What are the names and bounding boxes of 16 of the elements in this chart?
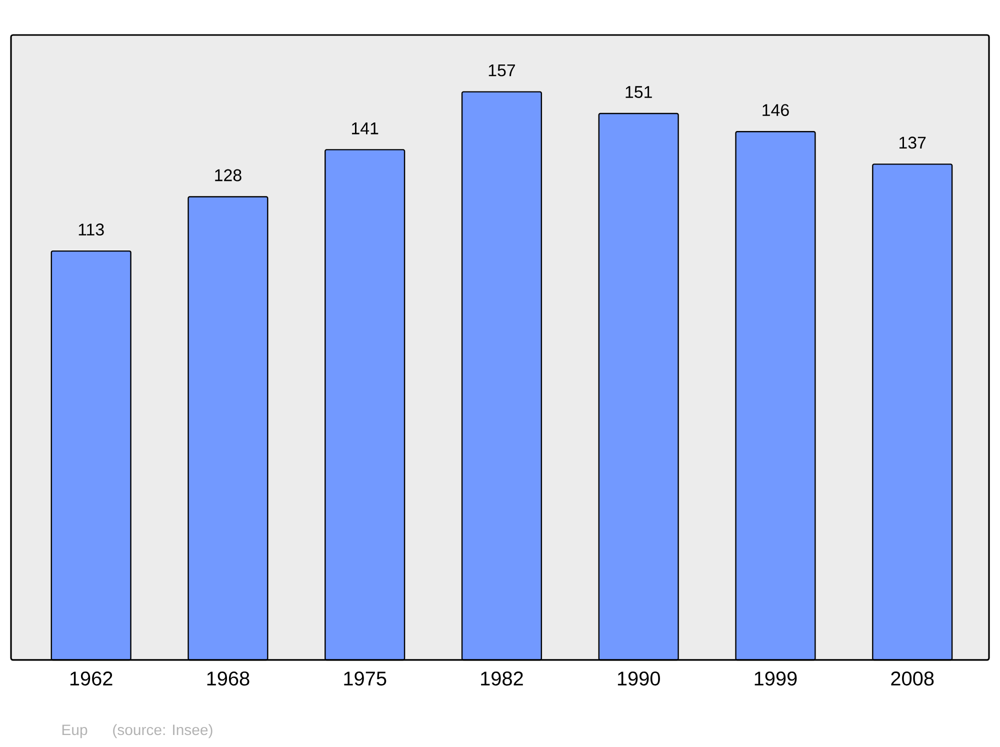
x-tick-label: 1990	[618, 672, 660, 686]
x-tick-label: 1962	[70, 672, 112, 686]
data-label: 137	[900, 136, 926, 149]
data-label: 128	[215, 169, 242, 182]
data-label: 151	[626, 86, 652, 98]
data-label: 141	[352, 122, 378, 134]
data-label: 146	[762, 104, 789, 116]
x-tick-label: 1968	[207, 672, 250, 686]
x-tick-label: 1999	[754, 672, 797, 686]
text: (source: Insee)	[113, 724, 212, 738]
data-label: 113	[78, 224, 104, 236]
x-tick-label: 1982	[481, 672, 523, 686]
data-label: 157	[488, 64, 515, 76]
x-tick-label: 2008	[891, 672, 934, 686]
text: Eup	[62, 724, 88, 738]
x-tick-label: 1975	[344, 672, 386, 686]
